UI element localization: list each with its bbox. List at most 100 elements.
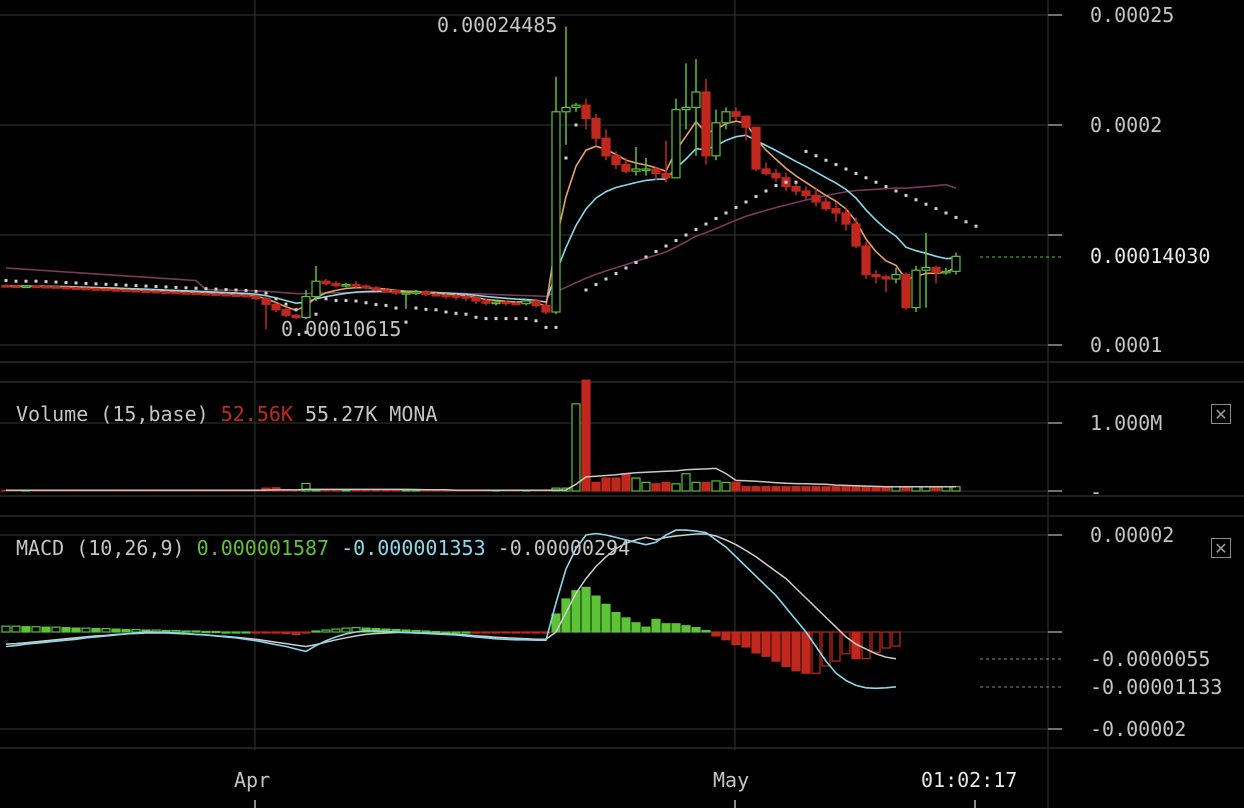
sar-dot-44 [444,310,448,314]
candle-body-70 [701,91,711,157]
sar-dot-23 [234,288,238,292]
macd-hist-bar-4 [41,626,51,633]
candle-body-40 [401,292,411,295]
volume-legend: Volume (15,base) 52.56K 55.27K MONA [16,402,437,426]
macd-hist-bar-36 [361,627,371,633]
sar-dot-67 [674,239,678,242]
sar-dot-40 [404,320,408,324]
candle-body-28 [281,309,291,316]
macd-close-button[interactable]: ✕ [1211,538,1231,558]
sar-dot-39 [394,306,398,310]
candle-body-56 [561,106,571,113]
macd-hist-bar-22 [221,631,231,634]
sar-dot-87 [874,180,878,184]
candle-body-16 [161,291,171,294]
macd-value: 0.000001587 [196,536,330,560]
volume-value-2: 55.27K MONA [305,402,438,426]
macd-hist-bar-41 [411,629,421,633]
ma-short-line [5,120,957,312]
macd-hist-bar-88 [881,631,891,649]
sar-dot-16 [164,285,168,289]
sar-dot-82 [824,158,828,162]
sar-dot-32 [324,297,328,301]
macd-hist-bar-23 [231,631,241,634]
macd-hist-bar-83 [831,631,841,662]
volume-close-button[interactable]: ✕ [1211,404,1231,424]
sar-dot-36 [364,301,368,305]
candle-body-90 [901,274,911,309]
candle-body-69 [691,91,701,108]
macd-hist-bar-17 [171,629,181,633]
macd-main-line [5,529,897,690]
volume-bar-68 [681,473,691,492]
sar-dot-13 [134,284,138,288]
macd-hist-bar-25 [251,631,261,634]
candle-body-58 [581,104,591,119]
x-time-label: 01:02:17 [921,768,1018,792]
sar-dot-89 [894,189,898,193]
macd-hist-bar-51 [511,631,521,634]
sar-dot-83 [834,163,838,167]
sar-dot-43 [434,308,438,312]
candle-body-53 [531,300,541,307]
macd-hist-bar-28 [281,631,291,635]
volume-bar-87 [871,486,881,492]
candle-body-59 [591,117,601,139]
candle-body-35 [351,283,361,287]
sar-dot-47 [474,315,478,319]
candle-body-17 [171,291,181,295]
macd-hist-bar-27 [271,631,281,634]
candlestick-series [1,26,961,330]
volume-bar-69 [691,481,701,492]
sar-dot-9 [94,282,98,286]
volume-bar-66 [661,481,671,492]
macd-hist-bar-34 [341,627,351,633]
price-low-label: 0.00010615 [281,317,402,341]
sar-dot-54 [544,325,548,329]
candle-body-23 [231,294,241,297]
macd-hist-bar-82 [821,631,831,667]
macd-hist-bar-9 [91,628,101,633]
volume-bar-33 [331,489,341,492]
macd-last-macd: -0.00001133 [1090,675,1223,699]
macd-hist-bar-68 [681,625,691,633]
sar-dot-33 [334,299,338,303]
candle-body-87 [871,274,881,278]
candle-body-13 [131,289,141,293]
candle-body-92 [921,266,931,271]
macd-hist-bar-58 [581,586,591,633]
macd-hist-bar-12 [121,628,131,633]
sar-dot-78 [784,180,788,184]
volume-bar-71 [711,480,721,492]
volume-bar-86 [861,486,871,492]
candle-body-72 [721,111,731,124]
candle-body-71 [711,122,721,157]
macd-hist-bar-75 [751,631,761,654]
candle-body-44 [441,294,451,298]
sar-dot-25 [254,289,258,293]
macd-hist-bar-57 [571,590,581,633]
sar-dot-0 [4,279,8,283]
macd-hist-bar-31 [311,630,321,633]
macd-hist-bar-13 [131,628,141,633]
candle-body-79 [791,186,801,192]
sar-dot-95 [954,215,958,219]
volume-bars [1,379,961,492]
volume-bar-72 [721,481,731,492]
volume-bar-84 [841,486,851,492]
candle-body-7 [71,287,81,290]
candle-body-26 [261,297,271,305]
candle-body-24 [241,294,251,298]
candle-body-54 [541,304,551,313]
candle-body-84 [841,212,851,225]
sar-dot-22 [224,288,228,292]
macd-hist-bar-20 [201,630,211,634]
volume-bar-30 [301,482,311,492]
candle-body-52 [521,300,531,305]
sar-dot-53 [534,319,538,323]
sar-dot-24 [244,288,248,292]
sar-dot-73 [734,206,738,209]
volume-bar-82 [821,486,831,492]
candle-body-21 [211,293,221,297]
